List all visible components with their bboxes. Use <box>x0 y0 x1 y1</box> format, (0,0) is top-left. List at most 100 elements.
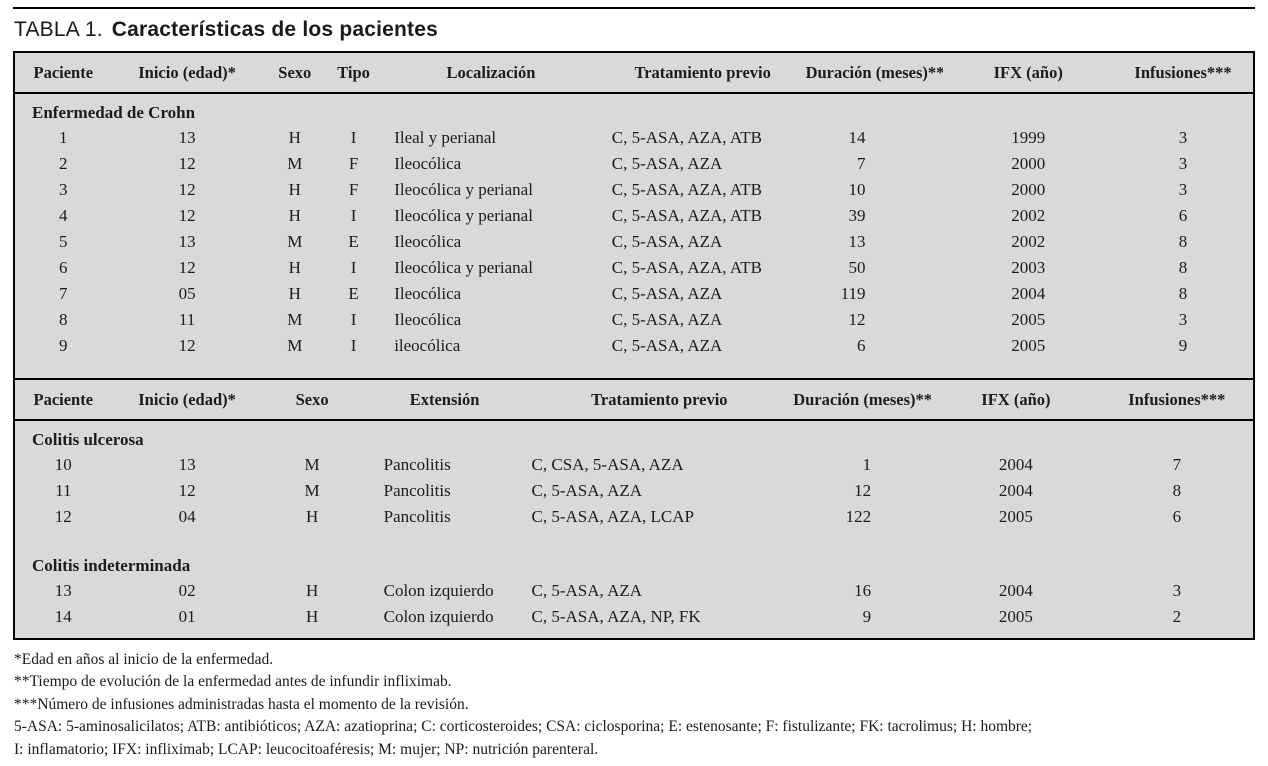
cell-paciente: 7 <box>59 284 68 303</box>
table-title: TABLA 1. Características de los pacientes <box>14 18 1255 42</box>
cell-inicio: 12 <box>178 258 196 277</box>
cell-ifx: 2004 <box>998 581 1033 600</box>
table-row: 13 02 H Colon izquierdo C, 5-ASA, AZA 16 2004 3 <box>15 578 1253 604</box>
crohn-rows: 1 13 H I Ileal y perianal C, 5-ASA, AZA, ATB 1… <box>15 125 1253 359</box>
cell-tratamiento: C, 5-ASA, AZA, ATB <box>611 128 762 147</box>
col-header-duracion-meses: Duración (meses)** <box>793 390 932 409</box>
cell-infusiones: 8 <box>1178 284 1188 303</box>
cell-duracion: 7 <box>856 154 866 173</box>
cell-inicio: 04 <box>178 507 196 526</box>
cell-ifx: 2005 <box>1011 336 1046 355</box>
cell-inicio: 02 <box>178 581 196 600</box>
cell-tipo: I <box>350 206 357 225</box>
top-rule <box>13 7 1255 9</box>
cell-localizacion: Ileocólica y perianal <box>394 258 533 277</box>
cell-sexo: H <box>305 507 319 526</box>
cell-tratamiento: C, 5-ASA, AZA <box>611 232 723 251</box>
cell-paciente: 4 <box>59 206 68 225</box>
cell-tratamiento: C, 5-ASA, AZA <box>531 481 643 500</box>
cell-ifx: 2005 <box>1011 310 1046 329</box>
cell-duracion: 10 <box>848 180 866 199</box>
cell-localizacion: ileocólica <box>394 336 461 355</box>
cell-paciente: 5 <box>59 232 68 251</box>
cell-tipo: I <box>350 258 357 277</box>
cell-tipo: E <box>348 232 359 251</box>
crohn-bottom-spacer <box>15 359 1253 378</box>
colitis-ulcerosa-group-header: Colitis ulcerosa <box>15 420 1253 452</box>
cell-sexo: H <box>288 180 301 199</box>
cell-infusiones: 6 <box>1178 206 1188 225</box>
cell-duracion: 1 <box>862 455 872 474</box>
table-row: 7 05 H E Ileocólica C, 5-ASA, AZA 119 2004 8 <box>15 281 1253 307</box>
cell-ifx: 2003 <box>1011 258 1046 277</box>
cell-paciente: 9 <box>59 336 68 355</box>
col-header-duracion-meses: Duración (meses)** <box>805 63 944 82</box>
cell-tratamiento: C, 5-ASA, AZA, LCAP <box>531 507 694 526</box>
spacer-row <box>15 530 1253 547</box>
cell-sexo: H <box>305 581 319 600</box>
cell-localizacion: Ileocólica y perianal <box>394 206 533 225</box>
footnote-line: 5-ASA: 5-aminosalicilatos; ATB: antibiót… <box>14 718 1033 736</box>
cell-inicio: 12 <box>178 336 196 355</box>
col-header-extension: Extensión <box>409 390 480 409</box>
cell-extension: Colon izquierdo <box>383 607 494 626</box>
table-title-text: Características de los pacientes <box>111 18 438 41</box>
cell-duracion: 9 <box>862 607 872 626</box>
cell-localizacion: Ileocólica <box>394 284 462 303</box>
cell-ifx: 2004 <box>998 455 1033 474</box>
cell-paciente: 2 <box>59 154 68 173</box>
cell-ifx: 2002 <box>1011 206 1046 225</box>
cell-paciente: 11 <box>55 481 72 500</box>
cell-sexo: H <box>288 128 301 147</box>
cell-inicio: 13 <box>178 455 196 474</box>
cell-tipo: I <box>350 310 357 329</box>
cell-sexo: M <box>304 455 320 474</box>
cell-infusiones: 8 <box>1178 232 1188 251</box>
col-header-localizacion: Localización <box>446 63 536 82</box>
col-header-ifx-ano: IFX (año) <box>981 390 1051 409</box>
cell-inicio: 13 <box>178 232 196 251</box>
cell-inicio: 12 <box>178 481 196 500</box>
cell-infusiones: 3 <box>1178 154 1188 173</box>
cell-duracion: 13 <box>848 232 866 251</box>
cell-paciente: 13 <box>54 581 72 600</box>
col-header-infusiones: Infusiones*** <box>1128 390 1226 409</box>
cell-sexo: M <box>304 481 320 500</box>
cell-sexo: M <box>287 154 303 173</box>
crohn-table-header: Paciente Inicio (edad)* Sexo Tipo Locali… <box>15 53 1253 93</box>
cell-inicio: 13 <box>178 128 196 147</box>
cell-ifx: 2004 <box>1011 284 1046 303</box>
cell-duracion: 119 <box>840 284 866 303</box>
cell-infusiones: 3 <box>1178 128 1188 147</box>
cell-paciente: 1 <box>59 128 68 147</box>
cell-inicio: 11 <box>178 310 196 329</box>
cell-tratamiento: C, 5-ASA, AZA, ATB <box>611 258 762 277</box>
cell-paciente: 10 <box>54 455 72 474</box>
bottom-spacer <box>15 630 1253 638</box>
spacer-row <box>15 359 1253 378</box>
cell-localizacion: Ileal y perianal <box>394 128 497 147</box>
cell-sexo: H <box>288 258 301 277</box>
cell-duracion: 50 <box>848 258 866 277</box>
cell-extension: Pancolitis <box>383 507 451 526</box>
cell-infusiones: 8 <box>1178 258 1188 277</box>
cell-paciente: 14 <box>54 607 72 626</box>
cell-duracion: 16 <box>854 581 872 600</box>
cell-duracion: 12 <box>854 481 872 500</box>
cell-tratamiento: C, CSA, 5-ASA, AZA <box>531 455 684 474</box>
cell-infusiones: 9 <box>1178 336 1188 355</box>
cell-infusiones: 2 <box>1172 607 1182 626</box>
col-header-inicio-edad: Inicio (edad)* <box>138 63 236 82</box>
cell-sexo: H <box>288 284 301 303</box>
cell-ifx: 2002 <box>1011 232 1046 251</box>
cell-infusiones: 6 <box>1172 507 1182 526</box>
table-row: 6 12 H I Ileocólica y perianal C, 5-ASA, AZA,… <box>15 255 1253 281</box>
page: TABLA 1. Características de los pacientes… <box>0 7 1268 761</box>
colitis-indeterminada-group-header: Colitis indeterminada <box>15 547 1253 578</box>
cell-tratamiento: C, 5-ASA, AZA <box>611 310 723 329</box>
cell-sexo: H <box>305 607 319 626</box>
cell-paciente: 6 <box>59 258 68 277</box>
cell-tratamiento: C, 5-ASA, AZA, ATB <box>611 206 762 225</box>
cell-duracion: 12 <box>848 310 866 329</box>
colitis-table-header: Paciente Inicio (edad)* Sexo Extensión T… <box>15 379 1253 420</box>
